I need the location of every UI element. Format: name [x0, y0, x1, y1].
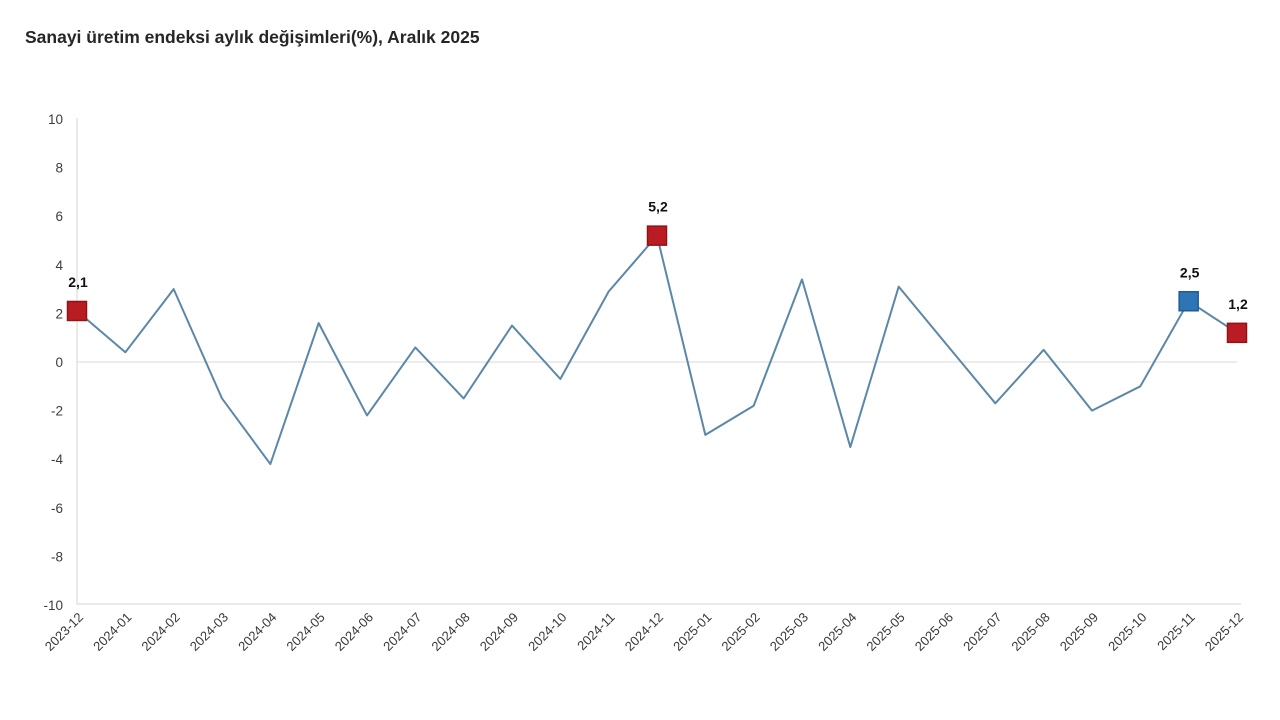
x-tick-label: 2025-09: [1057, 610, 1101, 654]
point-label: 2,1: [68, 274, 88, 290]
x-tick-label: 2024-12: [622, 610, 666, 654]
x-tick-label: 2023-12: [42, 610, 86, 654]
x-tick-label: 2024-10: [525, 610, 569, 654]
y-tick-label: -8: [51, 549, 63, 564]
x-tick-label: 2025-12: [1202, 610, 1246, 654]
marker-2025-12: [1226, 322, 1248, 344]
x-tick-label: 2025-10: [1105, 610, 1149, 654]
x-tick-label: 2025-07: [960, 610, 1004, 654]
point-label: 1,2: [1228, 296, 1248, 312]
x-tick-label: 2024-02: [138, 610, 182, 654]
x-tick-label: 2024-01: [90, 610, 134, 654]
x-tick-label: 2025-01: [670, 610, 714, 654]
y-tick-label: 0: [55, 355, 63, 370]
x-tick-label: 2025-06: [912, 610, 956, 654]
x-tick-label: 2024-07: [380, 610, 424, 654]
x-tick-label: 2025-08: [1008, 610, 1052, 654]
y-tick-label: -6: [51, 501, 63, 516]
y-tick-label: 4: [55, 258, 63, 273]
x-tick-label: 2024-04: [235, 610, 279, 654]
x-tick-label: 2025-02: [718, 610, 762, 654]
x-tick-label: 2025-05: [863, 610, 907, 654]
y-tick-label: 2: [55, 306, 63, 321]
x-tick-label: 2025-04: [815, 610, 859, 654]
x-tick-label: 2024-09: [477, 610, 521, 654]
y-tick-label: 10: [48, 112, 63, 127]
x-tick-label: 2025-03: [767, 610, 811, 654]
x-tick-label: 2024-08: [428, 610, 472, 654]
marker-2025-11: [1178, 291, 1199, 312]
y-tick-label: -2: [51, 404, 63, 419]
x-tick-label: 2025-11: [1154, 610, 1198, 654]
x-tick-label: 2024-11: [574, 610, 618, 654]
chart-title: Sanayi üretim endeksi aylık değişimleri(…: [25, 27, 480, 47]
marker-2023-12: [66, 300, 88, 322]
y-tick-label: -4: [51, 452, 63, 467]
y-tick-label: 6: [55, 209, 63, 224]
x-tick-label: 2024-03: [187, 610, 231, 654]
marker-2024-12: [646, 225, 668, 246]
x-tick-label: 2024-05: [283, 610, 327, 654]
point-label: 5,2: [648, 199, 668, 215]
point-label: 2,5: [1180, 264, 1200, 280]
y-tick-label: -10: [43, 598, 63, 613]
x-tick-label: 2024-06: [332, 610, 376, 654]
y-tick-label: 8: [55, 161, 63, 176]
series-line: [76, 234, 1238, 466]
